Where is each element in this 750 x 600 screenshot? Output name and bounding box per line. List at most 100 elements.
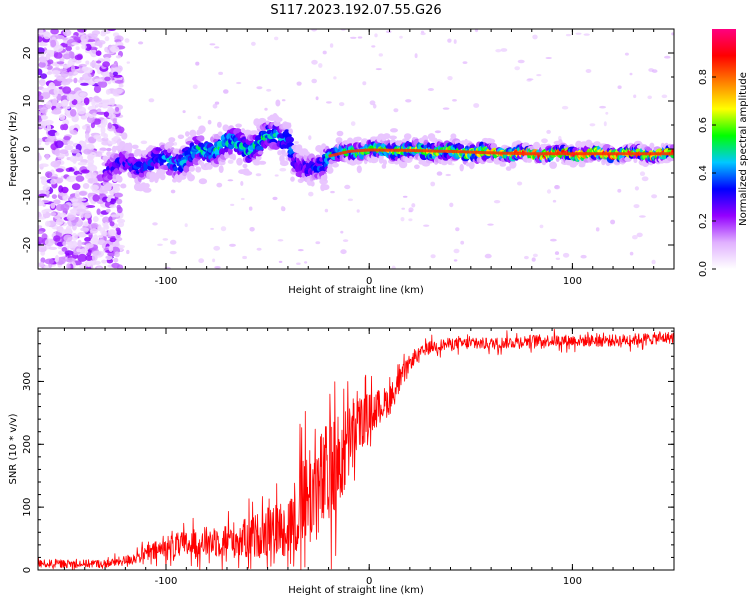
spectral-mark <box>236 157 243 166</box>
noise-speck <box>255 173 262 177</box>
noise-speck <box>240 197 245 201</box>
noise-speck <box>59 114 66 121</box>
spectral-mark <box>290 176 295 182</box>
noise-speck <box>115 106 120 112</box>
noise-speck <box>38 56 47 63</box>
noise-speck <box>402 195 408 198</box>
noise-speck <box>105 89 111 95</box>
noise-speck <box>63 53 71 60</box>
noise-speck <box>38 138 43 143</box>
spectral-mark <box>526 158 532 163</box>
spectral-mark <box>288 128 294 135</box>
noise-speck <box>80 34 89 43</box>
y-tick-label: 300 <box>22 372 33 391</box>
noise-speck <box>86 261 91 268</box>
noise-speck <box>64 250 74 256</box>
noise-speck <box>340 249 347 255</box>
noise-speck <box>344 184 351 190</box>
spectral-mark <box>168 137 176 143</box>
spectral-mark <box>277 150 283 156</box>
spectral-mark <box>304 151 310 156</box>
noise-speck <box>274 174 279 177</box>
noise-speck <box>641 176 649 182</box>
noise-speck <box>408 218 413 222</box>
noise-speck <box>100 126 106 134</box>
spectral-mark <box>205 164 213 170</box>
noise-speck <box>118 221 125 228</box>
noise-speck <box>85 243 94 249</box>
noise-speck <box>114 240 120 247</box>
noise-speck <box>76 248 82 253</box>
noise-speck <box>427 88 434 91</box>
noise-speck <box>453 39 457 44</box>
y-tick-label: 10 <box>22 95 33 108</box>
noise-speck <box>54 132 60 136</box>
noise-speck <box>473 103 480 108</box>
noise-speck <box>99 99 110 104</box>
noise-speck <box>107 195 115 198</box>
noise-speck <box>40 177 49 186</box>
noise-speck <box>242 255 248 260</box>
noise-speck <box>629 72 633 76</box>
noise-speck <box>311 59 318 65</box>
noise-speck <box>94 78 103 83</box>
noise-speck <box>67 59 75 67</box>
noise-speck <box>249 227 255 232</box>
noise-speck <box>170 189 176 194</box>
noise-speck <box>114 88 124 94</box>
spectral-mark <box>356 165 362 174</box>
noise-speck <box>109 204 117 209</box>
noise-speck <box>405 99 412 103</box>
noise-speck <box>41 115 49 120</box>
noise-speck <box>552 199 557 203</box>
noise-speck <box>304 261 308 264</box>
noise-speck <box>91 254 98 261</box>
noise-speck <box>671 32 674 36</box>
spectral-mark <box>509 160 517 169</box>
noise-speck <box>96 137 102 142</box>
noise-speck <box>92 250 102 256</box>
noise-speck <box>500 48 508 52</box>
spectral-mark <box>310 181 315 187</box>
noise-speck <box>38 193 47 197</box>
noise-speck <box>318 63 323 68</box>
noise-speck <box>80 227 89 232</box>
noise-speck <box>517 59 525 64</box>
noise-speck <box>583 33 590 36</box>
noise-speck <box>589 123 596 127</box>
noise-speck <box>198 258 205 264</box>
noise-speck <box>372 104 377 109</box>
noise-speck <box>62 29 72 37</box>
spectral-mark <box>121 132 128 140</box>
spectral-mark <box>235 123 242 128</box>
noise-speck <box>350 36 357 39</box>
noise-speck <box>216 182 223 188</box>
noise-speck <box>447 76 453 81</box>
noise-speck <box>550 238 557 242</box>
spectral-mark <box>243 170 253 176</box>
noise-speck <box>308 191 314 197</box>
noise-speck <box>434 130 441 134</box>
noise-speck <box>59 229 70 234</box>
noise-speck <box>342 239 349 243</box>
noise-speck <box>460 240 465 245</box>
noise-speck <box>54 255 60 263</box>
noise-speck <box>79 210 85 219</box>
noise-speck <box>84 213 91 219</box>
spectral-mark <box>249 130 259 136</box>
snr-axes: -100 0 100 0 100 200 300 <box>22 328 675 587</box>
noise-speck <box>75 175 85 182</box>
noise-speck <box>272 196 278 201</box>
noise-speck <box>101 140 110 146</box>
colorbar-ticks: 0.0 0.2 0.4 0.6 0.8 <box>698 69 716 277</box>
noise-speck <box>430 254 436 259</box>
noise-speck <box>70 65 76 73</box>
spectral-mark <box>222 124 230 132</box>
spectral-mark <box>301 172 306 178</box>
noise-speck <box>77 197 84 203</box>
noise-speck <box>536 74 542 77</box>
noise-speck <box>74 95 80 100</box>
spectral-mark <box>649 142 655 149</box>
noise-speck <box>251 41 256 46</box>
y-tick-label: 20 <box>22 47 33 60</box>
